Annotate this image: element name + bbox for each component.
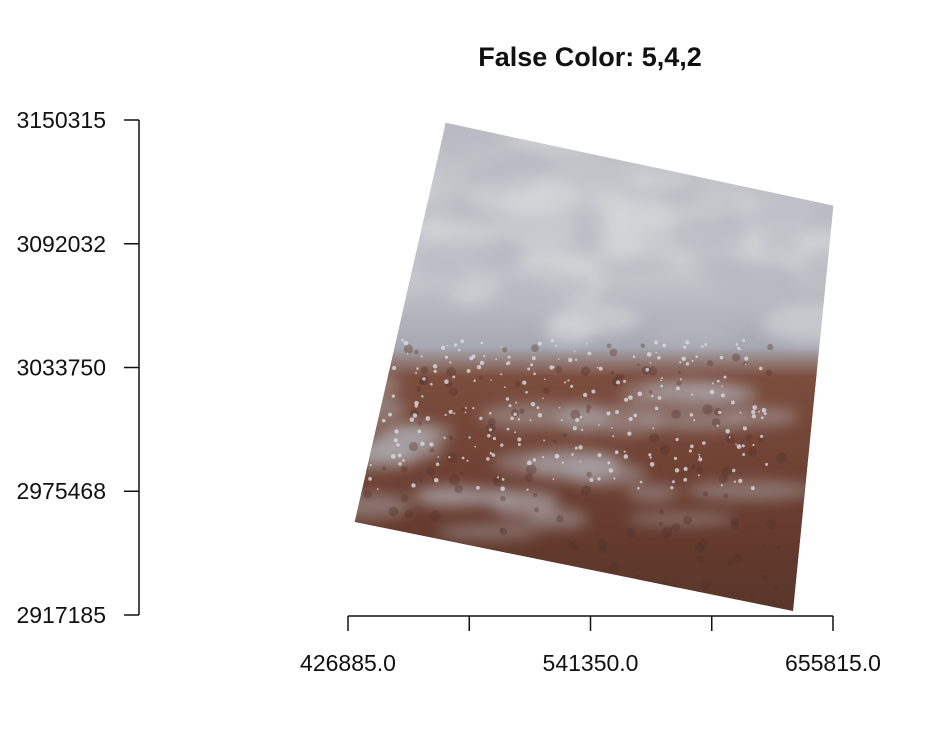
cloud-patch — [354, 216, 422, 260]
cloud-patch — [394, 122, 481, 130]
y-tick-label: 3092032 — [16, 231, 106, 257]
image-noise — [354, 122, 834, 612]
cloud-patch — [752, 135, 790, 179]
land-speckle — [358, 566, 369, 577]
land-speckle — [668, 590, 673, 594]
land-speckle — [434, 549, 443, 559]
land-speckle — [378, 366, 390, 378]
land-speckle — [441, 601, 448, 608]
land-speckle — [469, 583, 475, 588]
land-speckle — [432, 543, 437, 547]
snow-speckle — [369, 426, 372, 429]
land-speckle — [596, 587, 606, 598]
land-speckle — [368, 548, 380, 560]
land-speckle — [354, 366, 362, 375]
land-speckle — [537, 586, 542, 592]
cloud-patch — [680, 128, 739, 170]
land-speckle — [469, 587, 478, 596]
cloud-patch — [367, 122, 437, 150]
cloud-patch — [568, 122, 636, 139]
land-speckle — [377, 550, 383, 556]
cloud-patch — [563, 122, 622, 148]
snow-speckle — [369, 410, 373, 414]
land-speckle — [444, 554, 449, 560]
land-speckle — [681, 596, 692, 607]
chart-title: False Color: 5,4,2 — [478, 42, 702, 72]
cloud-patch — [354, 184, 405, 215]
land-speckle — [469, 603, 477, 611]
cloud-patch — [367, 128, 435, 174]
cloud-patch — [373, 122, 425, 148]
x-tick-label: 426885.0 — [300, 650, 396, 676]
y-tick-label: 3033750 — [16, 355, 106, 381]
x-tick-label: 655815.0 — [785, 650, 881, 676]
y-tick-label: 2917185 — [16, 602, 106, 628]
land-speckle — [710, 601, 716, 606]
land-speckle — [414, 582, 422, 590]
land-speckle — [365, 590, 371, 596]
land-speckle — [371, 544, 379, 552]
land-speckle — [358, 376, 365, 383]
land-speckle — [736, 601, 744, 609]
land-speckle — [479, 553, 486, 560]
land-speckle — [433, 597, 439, 603]
cloud-patch — [589, 122, 652, 140]
land-speckle — [468, 596, 476, 603]
land-speckle — [536, 580, 544, 588]
land-speckle — [638, 586, 643, 591]
y-tick-label: 2975468 — [16, 478, 106, 504]
land-speckle — [397, 545, 407, 555]
snow-speckle — [380, 379, 384, 383]
land-speckle — [423, 544, 434, 554]
y-tick-label: 3150315 — [16, 107, 106, 133]
snow-speckle — [374, 342, 378, 346]
snow-speckle — [380, 371, 385, 376]
x-tick-label: 541350.0 — [543, 650, 639, 676]
satellite-image — [354, 122, 834, 612]
cloud-patch — [577, 122, 651, 143]
land-speckle — [356, 461, 367, 473]
land-speckle — [650, 593, 656, 600]
land-speckle — [401, 536, 409, 544]
land-speckle — [415, 600, 420, 605]
cloud-patch — [366, 168, 437, 206]
x-axis: 426885.0 541350.0 655815.0 — [300, 615, 881, 676]
y-axis: 3150315 3092032 3033750 2975468 2917185 — [16, 107, 140, 628]
land-speckle — [401, 564, 412, 574]
land-speckle — [389, 537, 399, 547]
